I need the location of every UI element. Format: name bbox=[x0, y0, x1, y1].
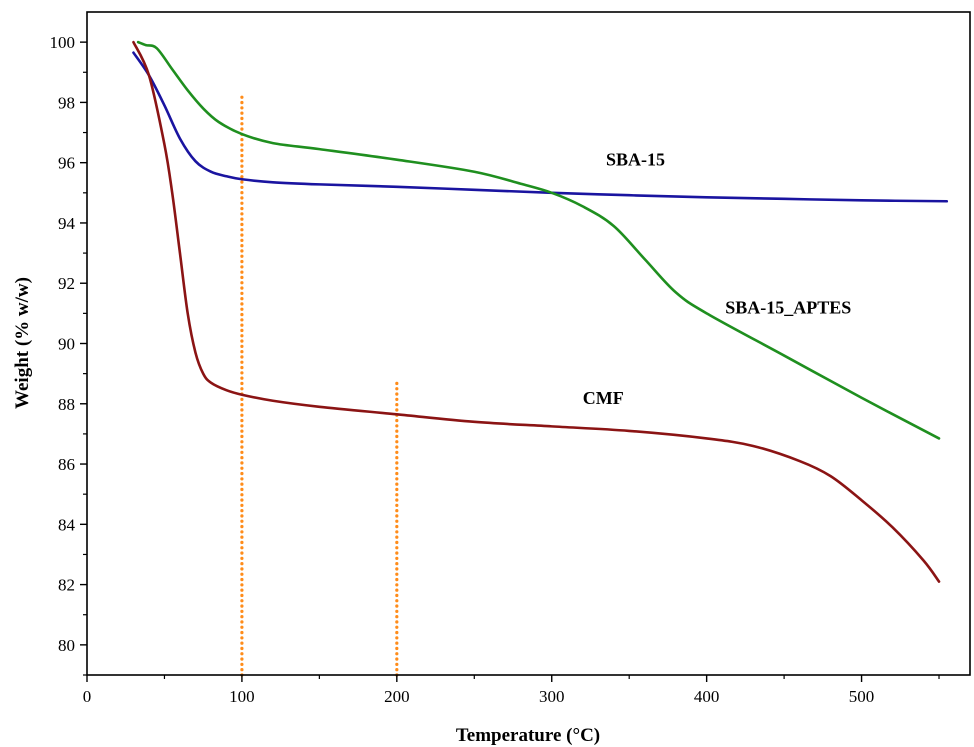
x-tick-label: 200 bbox=[384, 687, 410, 706]
y-tick-label: 98 bbox=[58, 93, 75, 112]
series-label-sba-15-aptes: SBA-15_APTES bbox=[725, 297, 851, 317]
series-layer bbox=[132, 40, 949, 583]
x-tick-label: 500 bbox=[849, 687, 875, 706]
series-label-sba-15: SBA-15 bbox=[606, 150, 665, 170]
series-line-cmf bbox=[132, 40, 941, 583]
series-label-layer: SBA-15 SBA-15_APTES CMF bbox=[583, 150, 852, 408]
y-tick-label: 80 bbox=[58, 636, 75, 655]
y-tick-label: 90 bbox=[58, 335, 75, 354]
y-tick-label: 94 bbox=[58, 214, 76, 233]
x-axis: 0 100 200 300 400 500 bbox=[83, 675, 940, 706]
y-tick-label: 92 bbox=[58, 274, 75, 293]
annotation-layer bbox=[240, 91, 399, 677]
y-tick-label: 100 bbox=[50, 33, 76, 52]
y-tick-label: 96 bbox=[58, 154, 75, 173]
y-tick-label: 88 bbox=[58, 395, 75, 414]
x-axis-title: Temperature (°C) bbox=[456, 725, 600, 746]
plot-area bbox=[87, 12, 970, 675]
series-label-cmf: CMF bbox=[583, 388, 624, 408]
x-tick-label: 0 bbox=[83, 687, 92, 706]
y-axis-title: Weight (% w/w) bbox=[12, 277, 33, 409]
y-tick-label: 86 bbox=[58, 455, 75, 474]
series-line-sba-15 bbox=[132, 51, 949, 203]
y-tick-label: 84 bbox=[58, 515, 76, 534]
series-line-sba-15-aptes bbox=[136, 40, 941, 440]
y-axis: 80 82 84 86 88 90 92 94 96 98 100 bbox=[50, 33, 87, 676]
x-tick-label: 400 bbox=[694, 687, 720, 706]
x-tick-label: 300 bbox=[539, 687, 565, 706]
x-tick-label: 100 bbox=[229, 687, 255, 706]
y-tick-label: 82 bbox=[58, 576, 75, 595]
